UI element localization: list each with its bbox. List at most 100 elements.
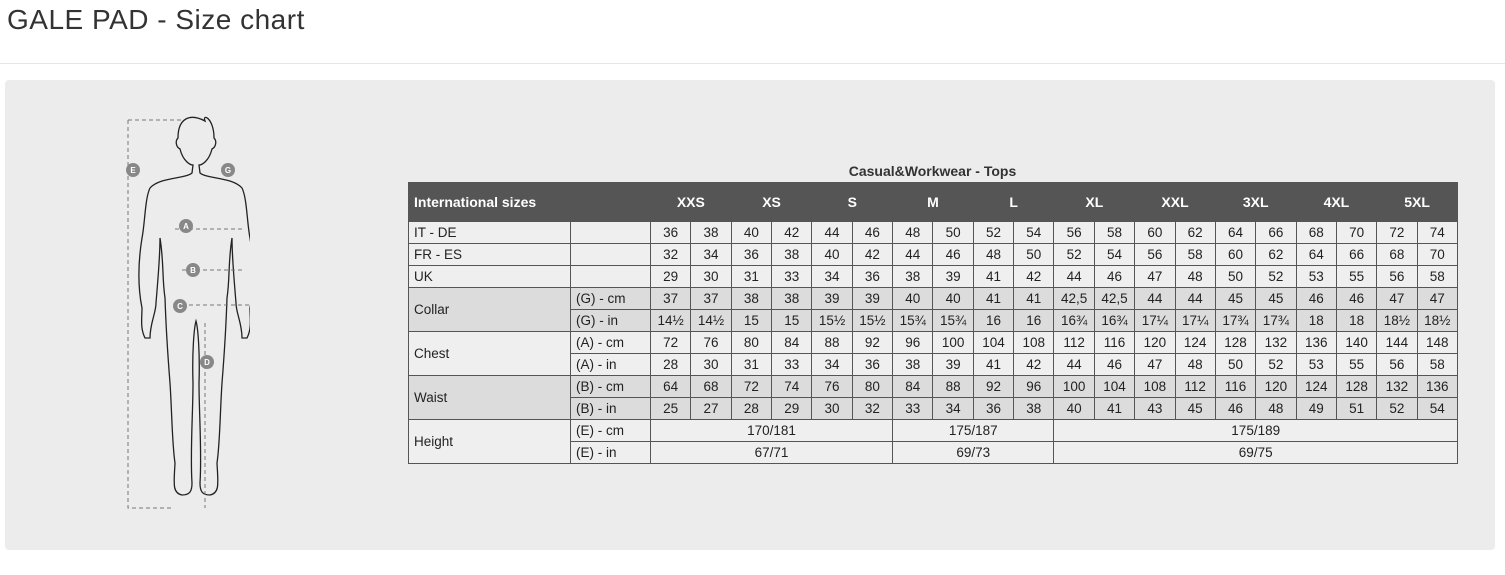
header-international-sizes: International sizes (408, 182, 571, 222)
cell-value: 46 (1335, 287, 1378, 310)
cell-span-value: 175/187 (892, 419, 1055, 442)
cell-value: 39 (932, 353, 974, 376)
header-size-xxl: XXL (1134, 182, 1216, 222)
cell-value: 42,5 (1093, 287, 1136, 310)
cell-value: 74 (1416, 221, 1458, 244)
row-unit (570, 265, 651, 288)
body-outline (138, 116, 250, 496)
cell-value: 80 (730, 331, 773, 354)
cell-value: 104 (972, 331, 1015, 354)
cell-value: 34 (811, 353, 853, 376)
cell-value: 29 (771, 397, 813, 420)
cell-value: 33 (892, 397, 934, 420)
row-unit (570, 221, 651, 244)
cell-value: 30 (811, 397, 853, 420)
table-row: Waist (B) - cm 64 68 72 74 76 80 84 88 92 96 100 104 1… (408, 375, 1458, 420)
cell-value: 52 (1255, 265, 1297, 288)
row-unit: (G) - in (570, 309, 651, 332)
cell-value: 96 (1013, 375, 1055, 398)
row-unit: (A) - cm (570, 331, 651, 354)
cell-value: 48 (972, 243, 1015, 266)
cell-value: 64 (1295, 243, 1337, 266)
svg-text:G: G (225, 166, 231, 175)
cell-value: 54 (1416, 397, 1458, 420)
cell-value: 43 (1134, 397, 1176, 420)
cell-value: 52 (1376, 397, 1418, 420)
cell-value: 128 (1335, 375, 1378, 398)
cell-value: 88 (932, 375, 974, 398)
cell-value: 33 (771, 353, 813, 376)
cell-value: 124 (1295, 375, 1337, 398)
cell-value: 66 (1335, 243, 1378, 266)
cell-value: 53 (1295, 353, 1337, 376)
cell-value: 68 (1295, 221, 1337, 244)
cell-value: 68 (690, 375, 732, 398)
cell-value: 38 (771, 287, 813, 310)
divider (0, 63, 1505, 64)
cell-value: 17¾ (1255, 309, 1297, 332)
cell-value: 124 (1174, 331, 1216, 354)
table-row: (E) - in 67/71 69/73 69/75 (409, 441, 1458, 464)
table-row: (A) - in 28 30 31 33 34 36 38 39 41 42 44 46 47 48 50 52… (409, 353, 1458, 376)
cell-span-value: 69/75 (1053, 441, 1458, 464)
cell-value: 15 (771, 309, 813, 332)
cell-value: 18 (1335, 309, 1378, 332)
cell-value: 70 (1335, 221, 1378, 244)
cell-value: 58 (1416, 265, 1458, 288)
cell-value: 33 (771, 265, 813, 288)
table-caption: Casual&Workwear - Tops (848, 163, 1017, 179)
cell-value: 96 (892, 331, 934, 354)
cell-value: 38 (771, 243, 813, 266)
cell-value: 31 (730, 265, 773, 288)
cell-value: 108 (1134, 375, 1176, 398)
cell-value: 64 (649, 375, 692, 398)
cell-value: 44 (1053, 265, 1095, 288)
table-row: UK 29 30 31 33 34 36 38 39 41 42 44 46 47 48 50 52 53 55 56… (408, 265, 1458, 288)
cell-value: 136 (1416, 375, 1458, 398)
cell-value: 44 (1053, 353, 1095, 376)
cell-value: 38 (892, 353, 934, 376)
cell-value: 120 (1255, 375, 1297, 398)
cell-value: 62 (1174, 221, 1216, 244)
cell-value: 132 (1376, 375, 1418, 398)
cell-value: 45 (1214, 287, 1257, 310)
table-row: FR - ES 32 34 36 38 40 42 44 46 48 50 52 54 56 58 60 62 6… (408, 243, 1458, 266)
table-row: (G) - in 14½ 14½ 15 15 15½ 15½ 15¾ 15¾ 16 16 16¾ 16¾… (409, 309, 1458, 332)
svg-text:B: B (190, 266, 196, 275)
cell-value: 37 (649, 287, 692, 310)
header-size-5xl: 5XL (1376, 182, 1458, 222)
cell-value: 70 (1416, 243, 1458, 266)
row-label: Collar (408, 287, 571, 332)
cell-value: 38 (1013, 397, 1055, 420)
cell-value: 76 (811, 375, 853, 398)
cell-value: 112 (1174, 375, 1216, 398)
cell-value: 116 (1214, 375, 1257, 398)
row-label: IT - DE (408, 221, 571, 244)
table-row: Chest (A) - cm 72 76 80 84 88 92 96 100 104 108 112 1… (408, 331, 1458, 376)
cell-value: 48 (1174, 265, 1216, 288)
row-label: Waist (408, 375, 571, 420)
cell-value: 41 (1013, 287, 1055, 310)
cell-value: 56 (1053, 221, 1095, 244)
row-label: Height (408, 419, 571, 464)
cell-value: 17¼ (1174, 309, 1216, 332)
cell-value: 56 (1376, 353, 1418, 376)
svg-text:A: A (183, 222, 189, 231)
cell-span-value: 175/189 (1053, 419, 1458, 442)
cell-value: 58 (1093, 221, 1136, 244)
cell-value: 18½ (1376, 309, 1418, 332)
cell-value: 15 (730, 309, 773, 332)
cell-value: 14½ (690, 309, 732, 332)
cell-value: 37 (690, 287, 732, 310)
cell-value: 36 (730, 243, 773, 266)
cell-value: 17¼ (1134, 309, 1176, 332)
cell-value: 58 (1174, 243, 1216, 266)
cell-value: 92 (972, 375, 1015, 398)
cell-value: 84 (771, 331, 813, 354)
cell-value: 55 (1335, 265, 1378, 288)
cell-value: 47 (1416, 287, 1458, 310)
table-row: Collar (G) - cm 37 37 38 38 39 39 40 40 41 41 42,5 42… (408, 287, 1458, 332)
cell-value: 128 (1214, 331, 1257, 354)
cell-value: 39 (811, 287, 853, 310)
cell-value: 50 (932, 221, 974, 244)
